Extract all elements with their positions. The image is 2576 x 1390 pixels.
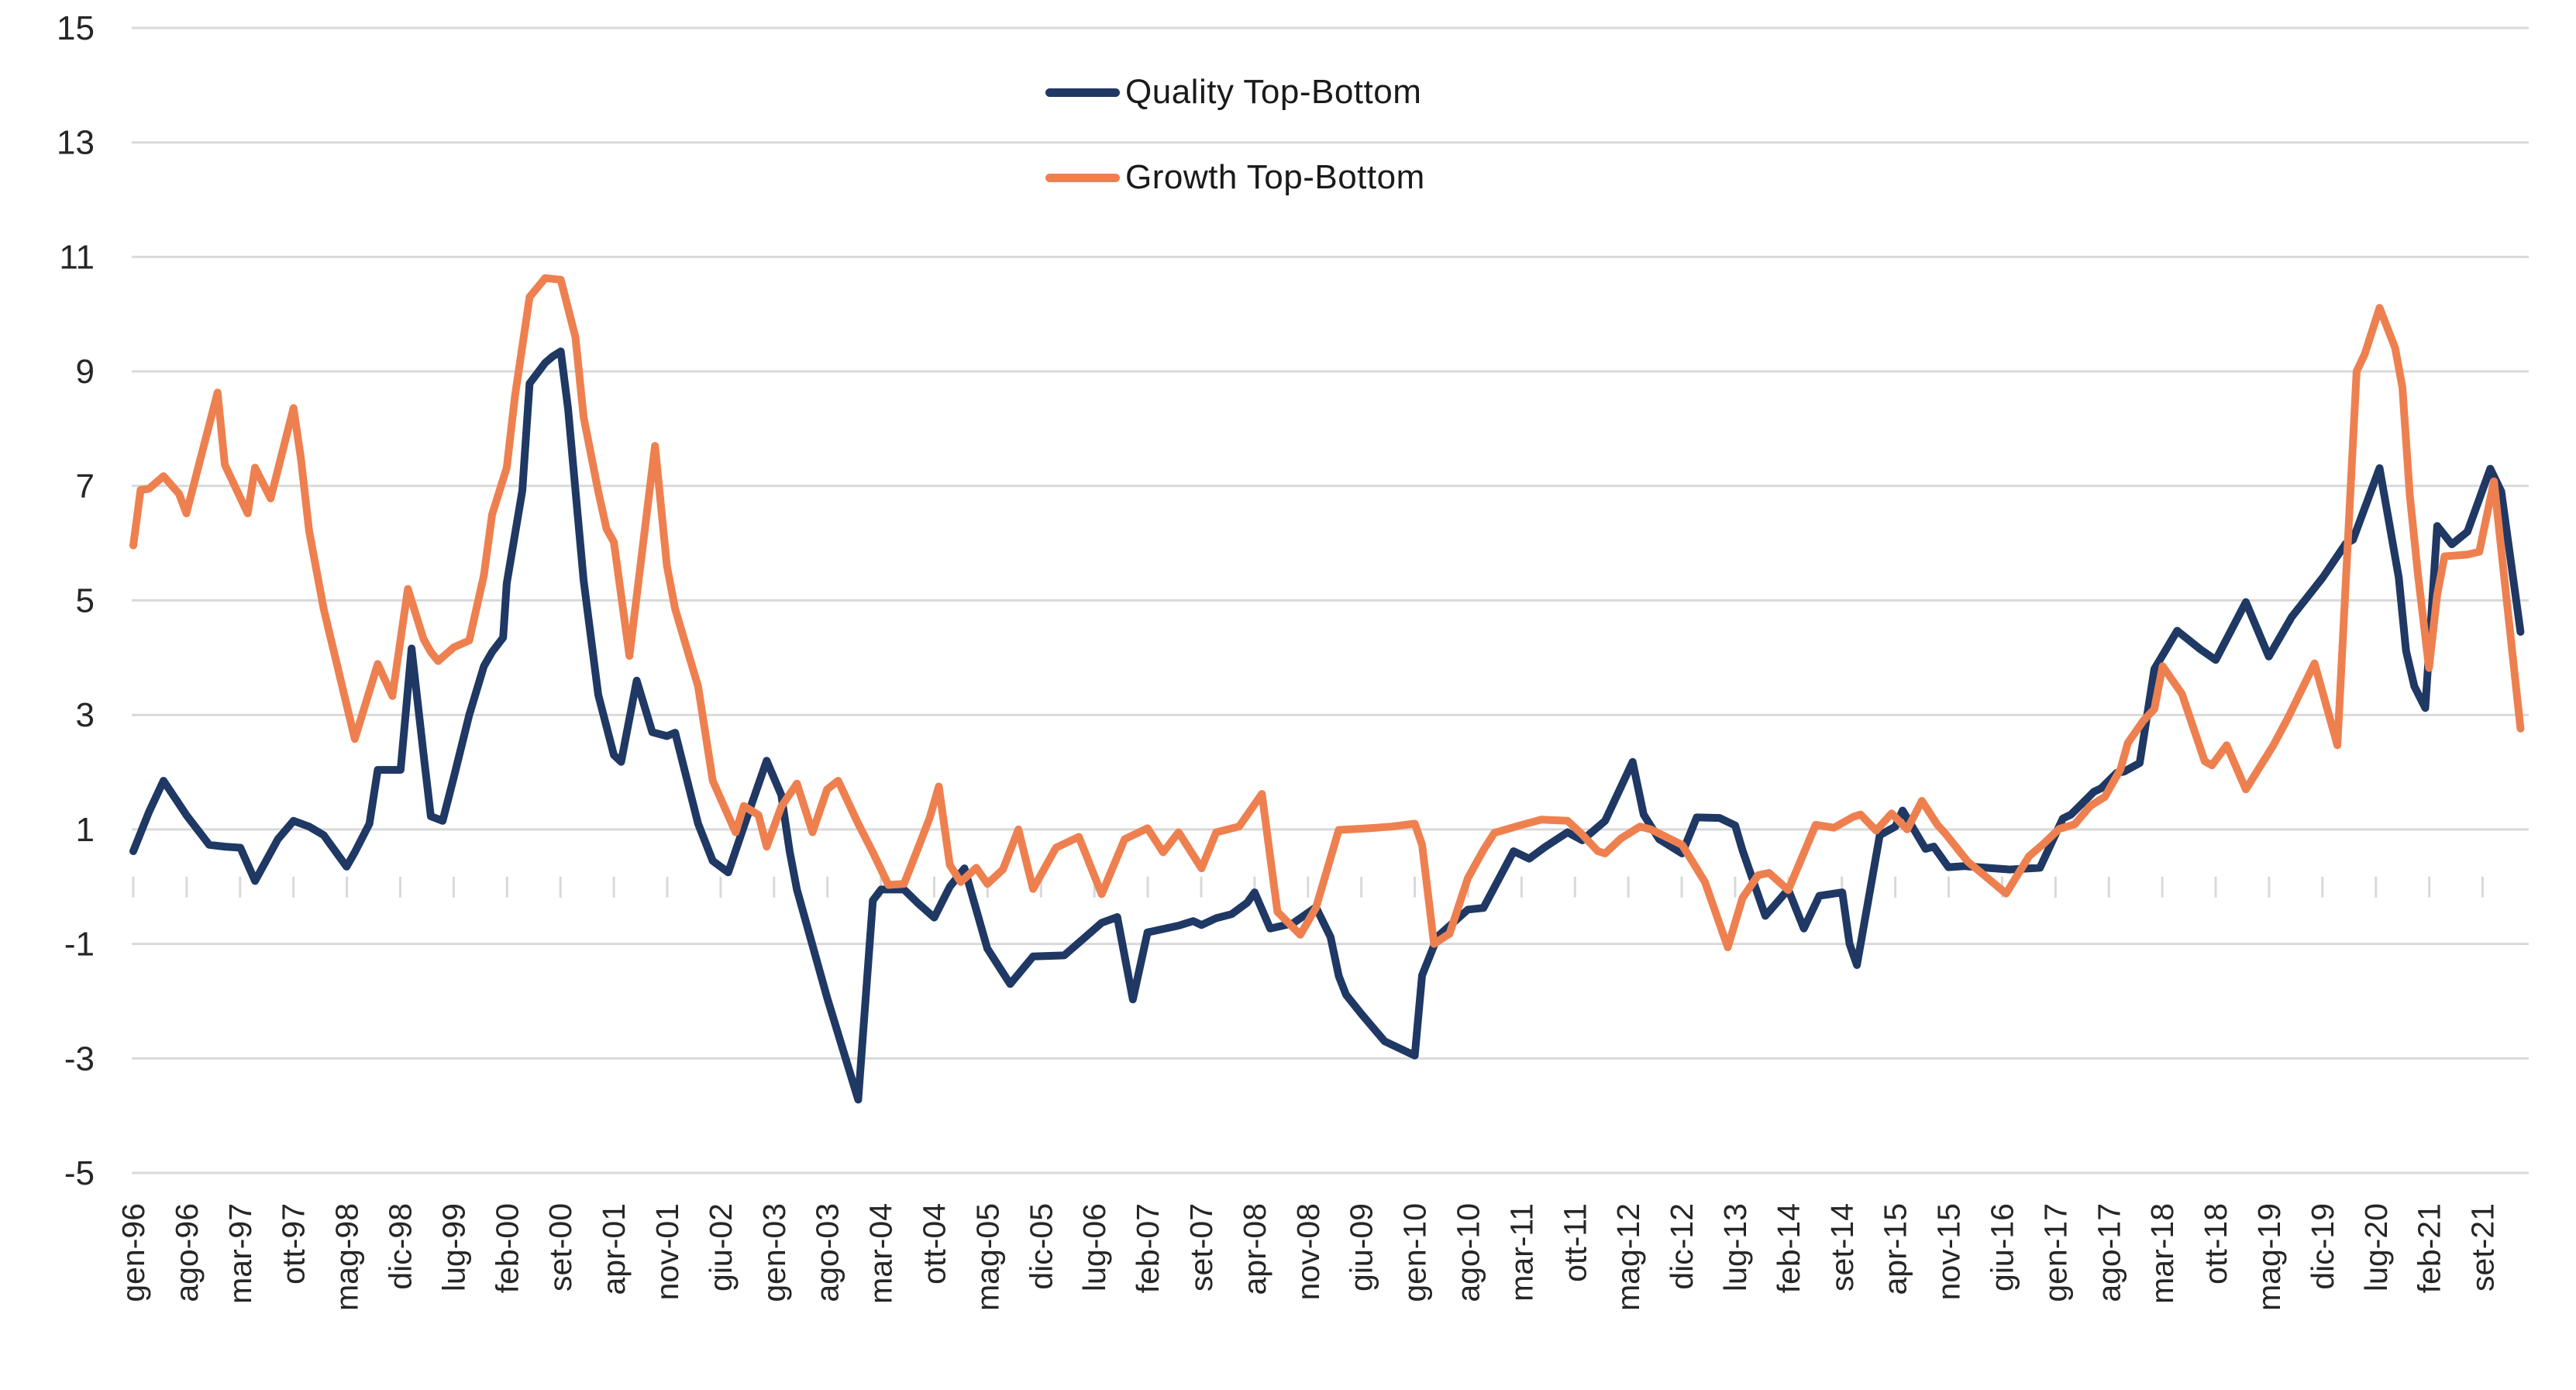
x-axis-label: apr-15 [1878, 1203, 1913, 1295]
y-axis-label: 15 [57, 9, 95, 47]
x-axis-label: mag-19 [2251, 1203, 2287, 1311]
x-axis-label: nov-01 [649, 1203, 685, 1300]
x-axis-label: ott-97 [276, 1203, 312, 1285]
x-axis-label: ago-17 [2091, 1203, 2127, 1302]
x-axis-label: mar-97 [222, 1203, 258, 1304]
x-axis-label: giu-09 [1344, 1203, 1379, 1292]
x-axis-label: set-14 [1824, 1203, 1860, 1292]
x-axis-label: ago-10 [1450, 1203, 1486, 1302]
y-axis-label: 11 [59, 238, 95, 276]
x-axis-label: gen-10 [1397, 1203, 1433, 1302]
quality-series-line [129, 347, 2525, 1104]
x-axis-label: mar-18 [2144, 1203, 2180, 1304]
x-axis-label: feb-07 [1130, 1203, 1166, 1293]
y-axis-label: -1 [64, 926, 95, 964]
growth-line-swatch [1045, 173, 1120, 182]
x-axis-label: ott-11 [1557, 1203, 1593, 1282]
x-axis-label: feb-00 [489, 1203, 525, 1293]
legend: Quality Top-Bottom Growth Top-Bottom [1045, 73, 1425, 244]
x-axis-label: ago-96 [169, 1203, 205, 1302]
x-axis-label: apr-08 [1237, 1203, 1273, 1295]
x-axis-label: giu-16 [1984, 1203, 2020, 1292]
y-axis-label: -5 [64, 1154, 95, 1192]
legend-label-quality: Quality Top-Bottom [1125, 73, 1422, 111]
legend-item-growth: Growth Top-Bottom [1045, 158, 1425, 196]
x-axis-label: gen-03 [756, 1203, 792, 1302]
x-axis-label: nov-15 [1931, 1203, 1967, 1300]
y-axis-label: 1 [76, 811, 95, 849]
y-axis-label: 9 [76, 353, 95, 391]
x-axis-label: mag-12 [1610, 1203, 1646, 1311]
x-axis-label: nov-08 [1290, 1203, 1326, 1300]
x-axis-label: set-07 [1183, 1203, 1219, 1292]
x-axis-label: feb-21 [2412, 1203, 2447, 1293]
y-axis-label: -3 [64, 1040, 95, 1078]
x-axis-label: dic-05 [1023, 1203, 1059, 1290]
x-axis-label: mar-11 [1503, 1203, 1539, 1302]
x-axis-label: mag-98 [329, 1203, 365, 1311]
x-axis-label: set-00 [542, 1203, 578, 1292]
x-axis-label: ott-04 [916, 1203, 952, 1285]
x-axis-label: gen-17 [2037, 1203, 2073, 1302]
x-axis-label: ott-18 [2198, 1203, 2233, 1285]
growth-series-line [129, 274, 2525, 951]
x-axis-label: set-21 [2465, 1203, 2501, 1292]
x-axis-label: dic-12 [1664, 1203, 1700, 1290]
x-axis-label: feb-14 [1771, 1203, 1806, 1293]
x-axis-label: dic-19 [2305, 1203, 2340, 1290]
y-axis-label: 3 [76, 696, 95, 734]
x-axis-label: mag-05 [969, 1203, 1005, 1311]
x-axis-label: giu-02 [703, 1203, 739, 1292]
x-axis-label: mar-04 [863, 1203, 899, 1304]
x-axis-label: lug-13 [1717, 1203, 1753, 1292]
x-axis-label: lug-06 [1076, 1203, 1112, 1292]
x-axis-label: lug-20 [2358, 1203, 2394, 1292]
x-axis-label: gen-96 [115, 1203, 151, 1302]
x-axis-label: apr-01 [596, 1203, 632, 1295]
x-axis-label: lug-99 [436, 1203, 471, 1292]
y-axis-label: 13 [57, 124, 95, 162]
quality-line-swatch [1045, 88, 1120, 97]
legend-item-quality: Quality Top-Bottom [1045, 73, 1425, 111]
x-axis-label: dic-98 [382, 1203, 418, 1290]
y-axis-label: 7 [76, 467, 95, 505]
y-axis-label: 5 [76, 582, 95, 620]
legend-label-growth: Growth Top-Bottom [1125, 158, 1425, 196]
x-axis-label: ago-03 [810, 1203, 845, 1302]
